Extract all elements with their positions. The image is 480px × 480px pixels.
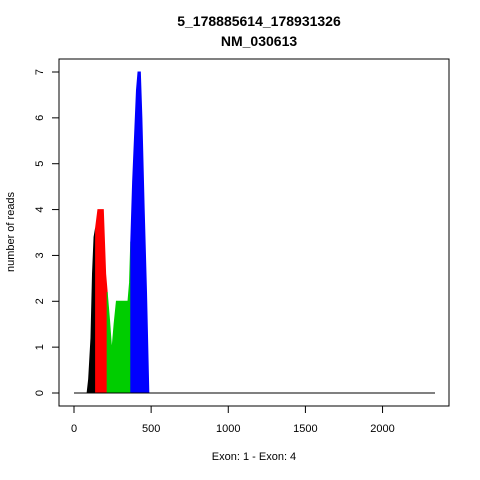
y-tick-label: 6: [34, 115, 46, 121]
x-tick-label: 0: [71, 423, 77, 435]
y-tick-label: 7: [34, 69, 46, 75]
y-tick-label: 1: [34, 344, 46, 350]
y-tick-label: 5: [34, 161, 46, 167]
y-tick-label: 0: [34, 390, 46, 396]
x-tick-label: 1500: [293, 423, 317, 435]
series-layer: [74, 71, 435, 394]
y-axis: 0 1 2 3 4 5 6 7: [34, 69, 60, 396]
x-tick-label: 1000: [216, 423, 240, 435]
x-axis: 0 500 1000 1500 2000: [71, 405, 395, 435]
x-tick-label: 500: [142, 423, 160, 435]
chart-title: 5_178885614_178931326: [177, 13, 341, 29]
x-axis-label: Exon: 1 - Exon: 4: [212, 451, 296, 463]
y-axis-label: number of reads: [5, 191, 17, 272]
y-tick-label: 4: [34, 207, 46, 213]
x-tick-label: 2000: [370, 423, 394, 435]
y-tick-label: 2: [34, 298, 46, 304]
chart-subtitle: NM_030613: [221, 33, 297, 49]
y-tick-label: 3: [34, 252, 46, 258]
